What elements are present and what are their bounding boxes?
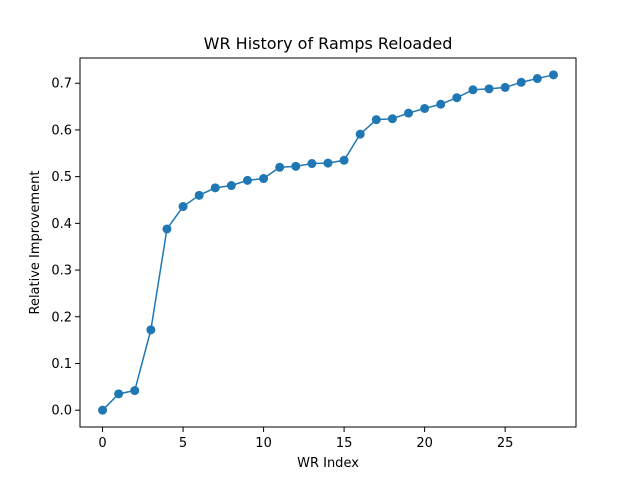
data-point	[194, 190, 204, 200]
plot-area	[98, 70, 558, 415]
x-tick-label: 10	[255, 436, 272, 451]
x-tick-label: 25	[497, 436, 514, 451]
data-point	[468, 85, 478, 95]
data-point	[178, 202, 188, 212]
x-axis-label: WR Index	[297, 456, 359, 471]
data-point	[130, 386, 140, 396]
data-point	[355, 129, 365, 139]
x-tick-label: 0	[98, 436, 106, 451]
data-point	[548, 70, 558, 80]
y-tick-label: 0.2	[51, 310, 72, 325]
data-point	[339, 155, 349, 165]
y-tick-label: 0.6	[51, 123, 72, 138]
data-point	[210, 183, 220, 193]
x-tick-label: 15	[336, 436, 353, 451]
y-tick-label: 0.4	[51, 217, 72, 232]
axes-frame	[79, 57, 577, 428]
data-point	[387, 114, 397, 124]
data-point	[420, 103, 430, 113]
x-tick-label: 20	[416, 436, 433, 451]
data-point	[146, 325, 156, 335]
data-point	[162, 224, 172, 234]
data-point	[452, 93, 462, 103]
data-point	[98, 405, 108, 415]
y-axis-label: Relative Improvement	[28, 170, 43, 314]
y-tick-label: 0.3	[51, 264, 72, 279]
data-point	[307, 159, 317, 169]
data-point	[291, 161, 301, 171]
y-tick-label: 0.0	[51, 404, 72, 419]
data-point	[275, 162, 285, 172]
y-tick-label: 0.1	[51, 357, 72, 372]
y-tick-label: 0.7	[51, 77, 72, 92]
y-axis: 0.0 0.1 0.2 0.3 0.4 0.5 0.6 0.7	[51, 77, 80, 419]
chart-title: WR History of Ramps Reloaded	[204, 34, 453, 53]
data-point	[114, 389, 124, 399]
data-point	[404, 108, 414, 118]
data-point	[323, 158, 333, 168]
y-tick-label: 0.5	[51, 170, 72, 185]
x-tick-label: 5	[179, 436, 187, 451]
data-point	[500, 82, 510, 92]
x-axis: 0 5 10 15 20 25	[98, 427, 513, 451]
data-point	[532, 74, 542, 84]
data-point	[436, 99, 446, 109]
data-point	[516, 77, 526, 87]
data-point	[484, 84, 494, 94]
data-point	[226, 181, 236, 191]
data-point	[242, 175, 252, 185]
data-point	[371, 115, 381, 125]
data-point	[259, 174, 269, 184]
